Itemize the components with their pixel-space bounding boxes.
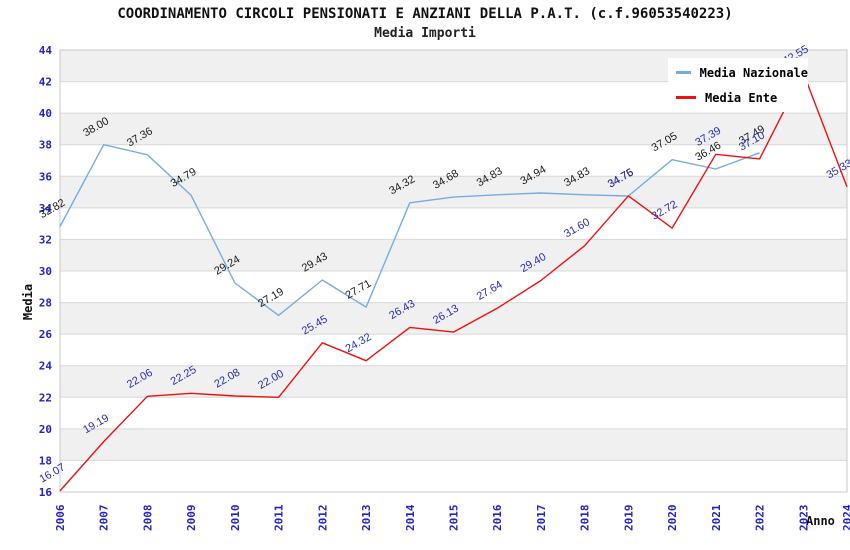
y-tick-label: 26 [39, 328, 53, 341]
plot-band [60, 239, 847, 271]
legend-label-nazionale: Media Nazionale [699, 65, 808, 80]
series-line-media-nazionale [59, 143, 760, 317]
x-tick-label: 2020 [666, 505, 679, 532]
legend-swatch-nazionale-icon [676, 71, 691, 74]
y-tick-label: 24 [39, 360, 53, 373]
y-tick-label: 32 [39, 233, 52, 246]
x-tick-label: 2024 [841, 504, 850, 531]
y-tick-label: 36 [39, 170, 53, 183]
legend: Media Nazionale Media Ente [668, 58, 808, 112]
plot-band [60, 302, 847, 335]
x-tick-label: 2013 [360, 505, 373, 532]
y-tick-label: 40 [39, 107, 52, 120]
x-tick-label: 2007 [98, 505, 111, 532]
legend-item-media-ente: Media Ente [676, 91, 808, 105]
legend-item-media-nazionale: Media Nazionale [676, 66, 808, 80]
plot-band [60, 397, 847, 429]
x-axis-title: Anno [806, 514, 835, 528]
x-tick-label: 2022 [754, 505, 767, 532]
x-tick-label: 2016 [491, 504, 504, 531]
plot-band [60, 334, 847, 366]
plot-band [60, 144, 847, 177]
x-tick-label: 2010 [229, 505, 242, 532]
x-tick-label: 2023 [797, 505, 810, 532]
chart-title: COORDINAMENTO CIRCOLI PENSIONATI E ANZIA… [117, 6, 733, 22]
y-axis-title: Media [21, 283, 36, 321]
series-line-media-ente [59, 72, 848, 492]
legend-swatch-ente-icon [676, 96, 696, 99]
y-tick-label: 18 [39, 454, 52, 467]
x-tick-label: 2021 [710, 504, 723, 531]
y-tick-label: 28 [39, 297, 52, 310]
x-tick-label: 2011 [273, 504, 286, 531]
x-tick-label: 2015 [448, 505, 461, 532]
x-tick-label: 2012 [316, 505, 329, 532]
chart-subtitle: Media Importi [374, 26, 476, 41]
y-tick-label: 30 [39, 265, 52, 278]
y-tick-label: 34 [39, 202, 53, 215]
y-tick-label: 42 [39, 76, 52, 89]
plot-band [60, 460, 847, 492]
plot-band [60, 271, 847, 303]
x-tick-label: 2014 [404, 504, 417, 531]
y-tick-label: 44 [39, 44, 53, 57]
y-tick-label: 16 [39, 486, 53, 499]
y-tick-label: 22 [39, 391, 52, 404]
x-tick-label: 2009 [185, 505, 198, 532]
x-tick-label: 2017 [535, 505, 548, 532]
x-tick-label: 2018 [579, 505, 592, 532]
x-tick-label: 2006 [54, 504, 67, 531]
plot-band [60, 207, 847, 240]
y-tick-label: 20 [39, 423, 52, 436]
x-tick-label: 2008 [141, 505, 154, 532]
legend-label-ente: Media Ente [705, 90, 778, 105]
plot-border [59, 49, 848, 493]
plot-band [60, 176, 847, 208]
plot-band [60, 365, 847, 398]
plot-band [60, 428, 847, 461]
plot-band [60, 113, 847, 145]
y-tick-label: 38 [39, 139, 52, 152]
x-tick-label: 2019 [622, 505, 635, 532]
